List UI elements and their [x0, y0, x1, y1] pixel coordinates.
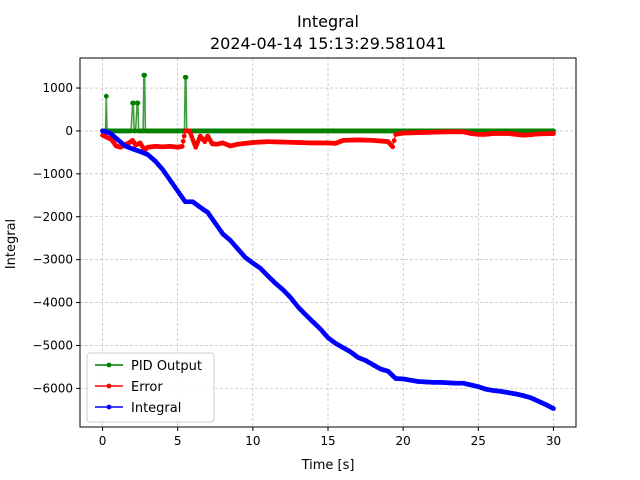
data-point	[181, 133, 187, 139]
data-point	[391, 138, 397, 144]
x-tick-label: 20	[396, 434, 411, 448]
x-tick-label: 25	[471, 434, 486, 448]
y-tick-label: −6000	[32, 381, 73, 395]
x-axis-ticks: 0 5 10 15 20 25 30	[99, 427, 561, 448]
data-point	[135, 100, 141, 106]
legend-box	[86, 352, 215, 423]
y-tick-label: 0	[65, 124, 73, 138]
legend: PID Output Error Integral	[86, 352, 215, 423]
x-tick-label: 10	[245, 434, 260, 448]
chart-subtitle: 2024-04-14 15:13:29.581041	[210, 34, 446, 53]
data-point	[179, 143, 185, 149]
chart-title: Integral	[297, 12, 359, 31]
data-point	[390, 144, 396, 150]
y-axis-ticks: 1000 0 −1000 −2000 −3000 −4000 −5000 −6000	[32, 81, 80, 395]
legend-entry-label: PID Output	[131, 359, 202, 374]
y-tick-label: 1000	[42, 81, 73, 95]
legend-swatch-marker	[106, 404, 112, 410]
y-tick-label: −3000	[32, 253, 73, 267]
series-integral	[100, 128, 556, 411]
data-point	[130, 100, 136, 106]
x-axis-label: Time [s]	[301, 458, 355, 473]
data-point	[180, 138, 186, 144]
data-point	[551, 406, 556, 411]
data-point	[103, 93, 109, 99]
x-tick-label: 5	[174, 434, 182, 448]
series-layer	[100, 72, 556, 411]
x-tick-label: 15	[320, 434, 335, 448]
y-tick-label: −2000	[32, 210, 73, 224]
legend-swatch-marker	[106, 383, 112, 389]
x-tick-label: 30	[546, 434, 561, 448]
x-tick-label: 0	[99, 434, 107, 448]
data-point	[142, 72, 148, 78]
y-tick-label: −5000	[32, 338, 73, 352]
data-point	[183, 74, 189, 80]
legend-entry-label: Integral	[131, 401, 181, 416]
y-tick-label: −4000	[32, 296, 73, 310]
y-tick-label: −1000	[32, 167, 73, 181]
legend-swatch-marker	[106, 362, 112, 368]
series-error	[100, 128, 556, 153]
data-point	[551, 131, 556, 136]
y-axis-label: Integral	[4, 219, 19, 269]
legend-entry-label: Error	[131, 380, 163, 395]
